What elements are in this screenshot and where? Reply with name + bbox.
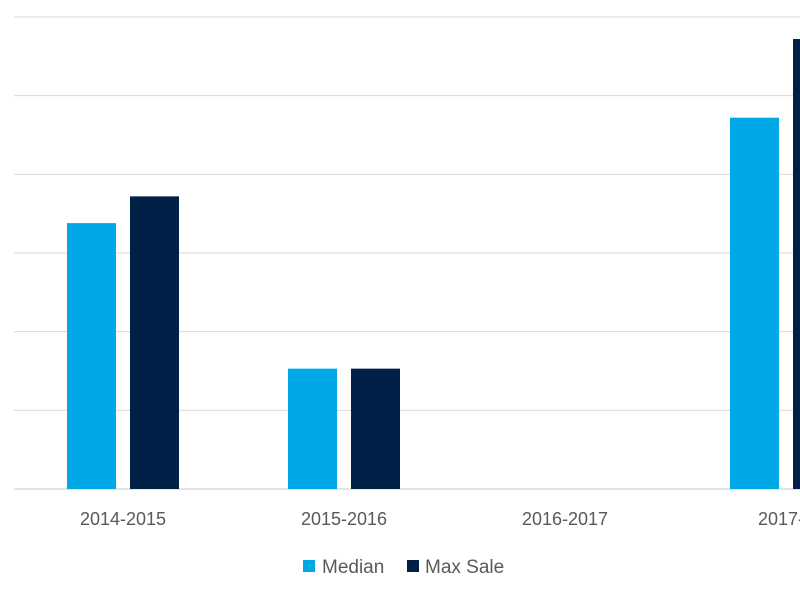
bar-median-2	[288, 368, 337, 489]
bar-median-4	[730, 117, 779, 490]
bar-median-1	[67, 223, 116, 489]
legend-swatch-median	[303, 560, 315, 572]
bar-max-sale-2	[351, 368, 400, 489]
x-tick-label: 2017-2	[758, 509, 800, 529]
bars	[67, 39, 800, 490]
legend: Median Max Sale	[303, 557, 504, 578]
bar-max-sale-4	[793, 39, 800, 489]
x-tick-label: 2014-2015	[80, 509, 166, 529]
legend-label-median: Median	[322, 557, 384, 578]
bar-max-sale-1	[130, 196, 179, 490]
x-tick-label: 2016-2017	[522, 509, 608, 529]
x-tick-label: 2015-2016	[301, 509, 387, 529]
legend-swatch-max-sale	[407, 560, 419, 572]
x-tick-labels: 2014-2015 2015-2016 2016-2017 2017-2	[80, 509, 800, 529]
legend-label-max-sale: Max Sale	[425, 557, 504, 578]
